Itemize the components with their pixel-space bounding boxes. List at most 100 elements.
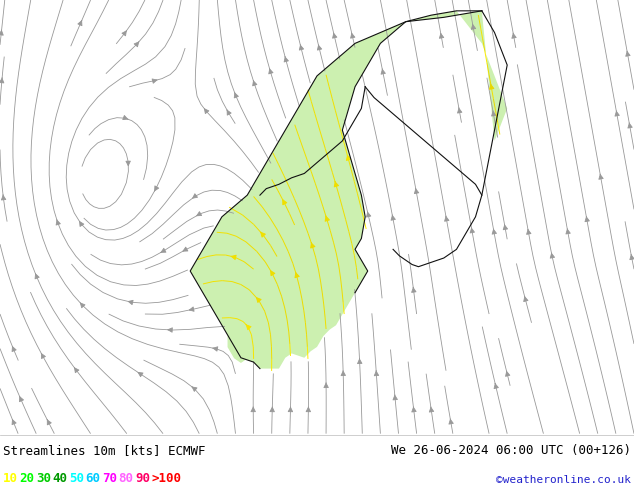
Text: 80: 80 xyxy=(119,472,134,486)
FancyArrowPatch shape xyxy=(213,347,218,351)
FancyArrowPatch shape xyxy=(494,383,498,389)
FancyArrowPatch shape xyxy=(470,228,474,233)
FancyArrowPatch shape xyxy=(251,407,256,412)
FancyArrowPatch shape xyxy=(334,181,339,187)
FancyArrowPatch shape xyxy=(374,370,378,376)
FancyArrowPatch shape xyxy=(123,116,128,120)
FancyArrowPatch shape xyxy=(252,80,257,86)
FancyArrowPatch shape xyxy=(79,221,84,226)
FancyArrowPatch shape xyxy=(299,45,304,50)
FancyArrowPatch shape xyxy=(411,407,416,412)
FancyArrowPatch shape xyxy=(227,110,231,115)
Text: 10: 10 xyxy=(3,472,18,486)
Text: 50: 50 xyxy=(69,472,84,486)
FancyArrowPatch shape xyxy=(74,368,79,373)
FancyArrowPatch shape xyxy=(615,111,619,116)
FancyArrowPatch shape xyxy=(271,270,275,276)
FancyArrowPatch shape xyxy=(192,387,197,392)
FancyArrowPatch shape xyxy=(134,42,139,47)
Text: >100: >100 xyxy=(152,472,181,486)
FancyArrowPatch shape xyxy=(152,79,157,83)
FancyArrowPatch shape xyxy=(246,324,251,330)
FancyArrowPatch shape xyxy=(261,232,266,237)
FancyArrowPatch shape xyxy=(628,123,632,128)
FancyArrowPatch shape xyxy=(231,255,236,260)
FancyArrowPatch shape xyxy=(381,69,385,74)
FancyArrowPatch shape xyxy=(489,84,494,89)
FancyArrowPatch shape xyxy=(81,303,85,308)
FancyArrowPatch shape xyxy=(366,212,371,217)
Text: 20: 20 xyxy=(20,472,35,486)
FancyArrowPatch shape xyxy=(599,174,603,179)
FancyArrowPatch shape xyxy=(505,371,510,376)
FancyArrowPatch shape xyxy=(20,396,23,402)
FancyArrowPatch shape xyxy=(393,395,398,400)
Text: ©weatheronline.co.uk: ©weatheronline.co.uk xyxy=(496,475,631,486)
FancyArrowPatch shape xyxy=(492,229,496,234)
FancyArrowPatch shape xyxy=(626,51,630,56)
FancyArrowPatch shape xyxy=(527,229,531,234)
FancyArrowPatch shape xyxy=(183,247,188,251)
FancyArrowPatch shape xyxy=(491,111,496,116)
FancyArrowPatch shape xyxy=(1,195,6,200)
Text: Streamlines 10m [kts] ECMWF: Streamlines 10m [kts] ECMWF xyxy=(3,444,205,457)
FancyArrowPatch shape xyxy=(269,69,273,74)
FancyArrowPatch shape xyxy=(391,215,396,220)
FancyArrowPatch shape xyxy=(234,93,238,98)
FancyArrowPatch shape xyxy=(458,108,462,113)
Polygon shape xyxy=(228,308,260,362)
FancyArrowPatch shape xyxy=(204,109,209,114)
FancyArrowPatch shape xyxy=(306,407,311,412)
FancyArrowPatch shape xyxy=(415,188,418,194)
FancyArrowPatch shape xyxy=(324,383,328,388)
FancyArrowPatch shape xyxy=(256,297,261,302)
FancyArrowPatch shape xyxy=(358,359,362,364)
FancyArrowPatch shape xyxy=(325,216,330,221)
FancyArrowPatch shape xyxy=(341,370,346,376)
FancyArrowPatch shape xyxy=(449,419,453,424)
Text: 60: 60 xyxy=(86,472,101,486)
FancyArrowPatch shape xyxy=(56,220,60,225)
FancyArrowPatch shape xyxy=(128,300,133,305)
FancyArrowPatch shape xyxy=(270,407,275,412)
FancyArrowPatch shape xyxy=(333,33,337,38)
FancyArrowPatch shape xyxy=(161,248,166,252)
FancyArrowPatch shape xyxy=(284,57,288,62)
FancyArrowPatch shape xyxy=(411,287,416,293)
FancyArrowPatch shape xyxy=(126,161,131,166)
FancyArrowPatch shape xyxy=(155,186,158,191)
FancyArrowPatch shape xyxy=(444,216,449,221)
FancyArrowPatch shape xyxy=(585,217,590,221)
FancyArrowPatch shape xyxy=(122,31,126,36)
FancyArrowPatch shape xyxy=(351,33,355,38)
FancyArrowPatch shape xyxy=(138,372,143,377)
Text: We 26-06-2024 06:00 UTC (00+126): We 26-06-2024 06:00 UTC (00+126) xyxy=(391,444,631,457)
FancyArrowPatch shape xyxy=(471,24,476,29)
FancyArrowPatch shape xyxy=(197,212,202,216)
FancyArrowPatch shape xyxy=(283,199,287,205)
FancyArrowPatch shape xyxy=(12,419,16,425)
FancyArrowPatch shape xyxy=(318,45,321,50)
FancyArrowPatch shape xyxy=(47,419,51,425)
Polygon shape xyxy=(190,11,507,368)
FancyArrowPatch shape xyxy=(35,273,39,279)
Text: 40: 40 xyxy=(53,472,68,486)
Text: 30: 30 xyxy=(36,472,51,486)
FancyArrowPatch shape xyxy=(566,229,571,234)
FancyArrowPatch shape xyxy=(524,296,528,301)
FancyArrowPatch shape xyxy=(503,224,508,230)
FancyArrowPatch shape xyxy=(190,307,194,311)
FancyArrowPatch shape xyxy=(311,243,315,248)
Text: 90: 90 xyxy=(135,472,150,486)
FancyArrowPatch shape xyxy=(41,353,46,359)
FancyArrowPatch shape xyxy=(168,328,172,332)
Text: 70: 70 xyxy=(102,472,117,486)
FancyArrowPatch shape xyxy=(439,33,444,38)
FancyArrowPatch shape xyxy=(346,155,351,160)
FancyArrowPatch shape xyxy=(0,78,4,83)
FancyArrowPatch shape xyxy=(630,254,634,260)
FancyArrowPatch shape xyxy=(512,33,516,38)
FancyArrowPatch shape xyxy=(429,407,434,412)
FancyArrowPatch shape xyxy=(550,253,555,258)
FancyArrowPatch shape xyxy=(0,30,3,35)
